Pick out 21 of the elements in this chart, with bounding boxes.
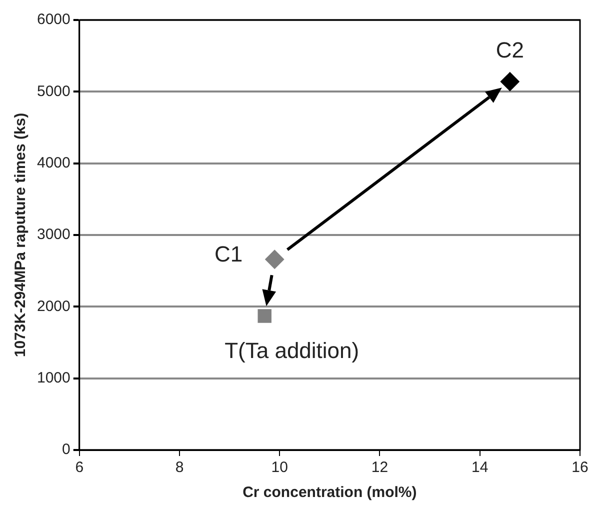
y-tick-label: 6000: [36, 11, 70, 28]
y-tick-label: 0: [62, 441, 70, 458]
x-tick-label: 8: [175, 459, 184, 476]
series-label: C2: [496, 38, 524, 63]
series-label: C1: [214, 241, 243, 266]
x-tick-label: 6: [75, 459, 84, 476]
y-axis-title: 1073K-294MPa raputure times (ks): [12, 112, 30, 358]
y-tick-label: 3000: [36, 226, 70, 244]
series-label: T(Ta addition): [224, 338, 360, 364]
x-tick-label: 14: [472, 459, 488, 476]
y-tick-label: 5000: [36, 82, 70, 100]
y-tick-label: 4000: [36, 154, 70, 172]
x-tick-label: 10: [271, 459, 288, 476]
y-tick-label: 2000: [36, 298, 70, 315]
x-axis-title: Cr concentration (mol%): [242, 484, 417, 502]
point: [258, 309, 272, 323]
point: [500, 72, 520, 92]
x-tick-label: 16: [572, 459, 588, 476]
y-tick-label: 1000: [36, 369, 70, 386]
x-tick-label: 12: [371, 459, 388, 476]
point: [265, 250, 284, 269]
